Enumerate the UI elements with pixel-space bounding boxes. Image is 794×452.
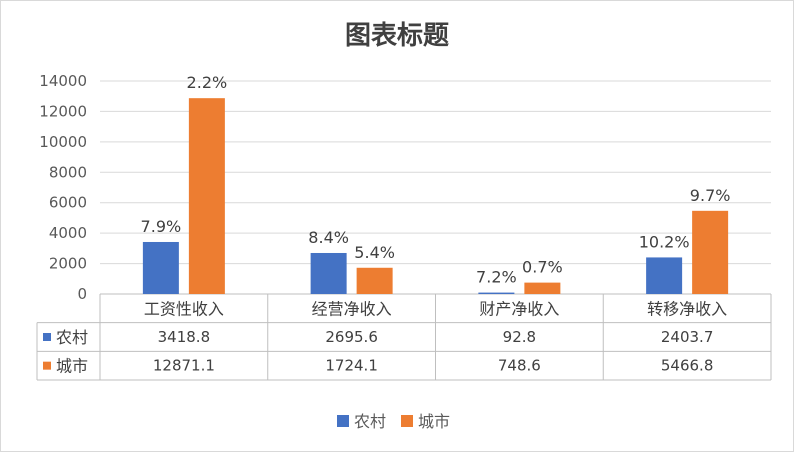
data-label: 5.4%: [354, 243, 395, 262]
y-tick-label: 8000: [49, 163, 87, 181]
bar-rural: [478, 292, 515, 294]
bar-rural: [310, 252, 347, 294]
y-tick-label: 6000: [49, 194, 87, 212]
category-label: 转移净收入: [647, 299, 727, 318]
table-cell: 1724.1: [325, 357, 378, 375]
table-cell: 2695.6: [325, 328, 378, 346]
legend-key: [337, 415, 349, 427]
data-label: 2.2%: [187, 73, 228, 92]
table-cell: 92.8: [503, 328, 536, 346]
y-tick-label: 4000: [49, 224, 87, 242]
legend-label: 农村: [354, 412, 386, 431]
y-tick-label: 2000: [49, 255, 87, 273]
table-series-name: 农村: [56, 328, 88, 347]
table-cell: 12871.1: [153, 357, 215, 375]
category-label: 财产净收入: [479, 299, 559, 318]
table-cell: 5466.8: [661, 357, 714, 375]
bar-urban: [188, 98, 225, 294]
table-cell: 748.6: [498, 357, 541, 375]
y-tick-label: 10000: [39, 133, 87, 151]
table-cell: 2403.7: [661, 328, 714, 346]
category-label: 经营净收入: [312, 299, 392, 318]
data-label: 9.7%: [690, 186, 731, 205]
chart-title: 图表标题: [344, 21, 449, 51]
bar-urban: [524, 282, 561, 294]
y-tick-label: 12000: [39, 102, 87, 120]
y-tick-label: 0: [77, 285, 87, 303]
category-label: 工资性收入: [144, 299, 224, 318]
table-cell: 3418.8: [158, 328, 211, 346]
legend-label: 城市: [418, 412, 450, 431]
table-legend-key: [43, 361, 51, 370]
table-series-name: 城市: [56, 357, 88, 376]
data-label: 7.2%: [476, 268, 517, 287]
y-tick-label: 14000: [39, 72, 87, 90]
bar-rural: [142, 241, 179, 294]
data-label: 10.2%: [639, 232, 690, 251]
table-legend-key: [43, 333, 51, 341]
bar-rural: [646, 257, 683, 294]
bar-urban: [356, 267, 393, 294]
bar-urban: [692, 210, 729, 294]
data-label: 8.4%: [308, 228, 349, 247]
data-label: 0.7%: [522, 258, 563, 277]
legend-key: [401, 415, 413, 427]
data-label: 7.9%: [141, 217, 182, 236]
